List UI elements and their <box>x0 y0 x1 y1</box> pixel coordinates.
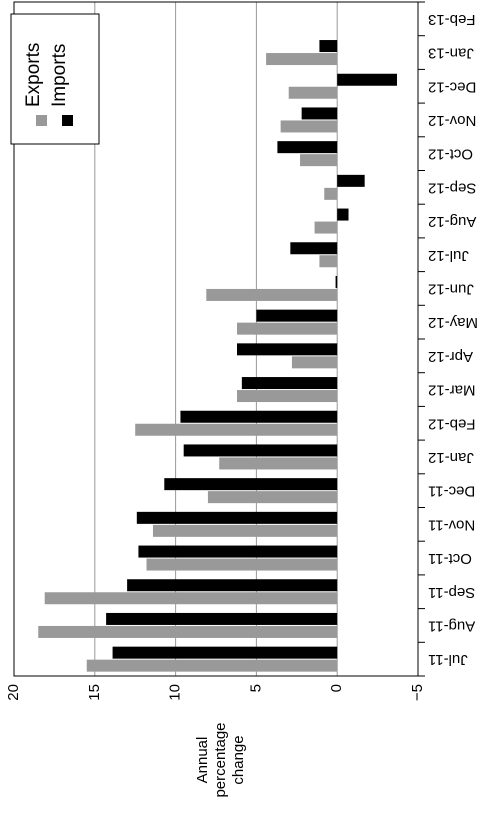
category-label: Jan-13 <box>428 45 474 62</box>
axis-title-line-2: percentage <box>212 722 229 797</box>
legend-label-exports: Exports <box>23 43 44 107</box>
category-label: Nov-12 <box>428 112 476 129</box>
bar-exports <box>152 524 338 537</box>
value-tick-labels: 20 15 10 5 0 −5 <box>5 684 426 701</box>
bar-exports <box>266 53 338 66</box>
bar-exports <box>206 288 338 301</box>
value-tick-label: −5 <box>409 684 426 701</box>
category-label: Jan-12 <box>428 449 474 466</box>
bar-exports <box>219 457 338 470</box>
category-label: Jul-11 <box>428 651 468 668</box>
bar-imports <box>136 511 338 524</box>
bar-imports <box>138 545 338 558</box>
legend-swatch-imports <box>62 115 73 126</box>
category-label: Aug-12 <box>428 213 476 230</box>
bar-exports <box>135 423 338 436</box>
bar-imports <box>164 478 338 491</box>
bar-imports <box>241 377 338 390</box>
category-label: Sep-12 <box>428 179 476 196</box>
bar-exports <box>288 86 338 99</box>
category-label: Dec-12 <box>428 78 476 95</box>
bar-imports <box>277 141 338 154</box>
value-tick-label: 15 <box>86 684 103 701</box>
bar-imports <box>319 40 338 53</box>
bar-exports <box>237 390 338 403</box>
category-label: Nov-11 <box>428 516 475 533</box>
value-tick-label: 5 <box>247 684 264 692</box>
bar-imports <box>301 107 338 120</box>
axis-title-line-1: Annual <box>194 737 211 784</box>
bar-imports <box>180 410 338 423</box>
axis-title: Annual percentage change <box>194 722 247 797</box>
bar-imports <box>335 275 338 288</box>
category-label: Oct-11 <box>428 550 472 567</box>
bar-exports <box>300 154 338 167</box>
bar-imports <box>106 612 338 625</box>
bar-imports <box>127 579 338 592</box>
bar-imports <box>337 208 349 221</box>
bar-exports <box>146 558 338 571</box>
bar-imports <box>112 646 338 659</box>
bar-exports <box>314 221 338 234</box>
category-ticks <box>418 1 425 677</box>
legend-box <box>10 13 100 145</box>
category-label: Feb-12 <box>428 415 476 432</box>
bar-imports <box>290 242 338 255</box>
bar-exports <box>38 625 338 638</box>
category-label: Aug-11 <box>428 617 475 634</box>
bars <box>38 40 397 672</box>
category-label: Oct-12 <box>428 146 473 163</box>
bar-exports <box>280 120 338 133</box>
legend-label-imports: Imports <box>49 44 70 107</box>
bar-imports <box>237 343 338 356</box>
category-label: May-12 <box>428 314 478 331</box>
bar-exports <box>207 491 338 504</box>
bar-imports <box>337 73 397 86</box>
category-label: Dec-11 <box>428 483 475 500</box>
category-label: Jul-12 <box>428 247 469 264</box>
category-label: Apr-12 <box>428 348 473 365</box>
legend: Exports Imports <box>10 13 100 145</box>
axis-title-line-3: change <box>230 735 247 784</box>
bar-exports <box>319 255 338 268</box>
category-label: Sep-11 <box>428 584 475 601</box>
bar-exports <box>291 356 338 369</box>
value-tick-label: 10 <box>167 684 184 701</box>
category-label: Mar-12 <box>428 382 476 399</box>
bar-exports <box>86 659 338 672</box>
category-label: Feb-13 <box>428 11 476 28</box>
category-label: Jun-12 <box>428 280 474 297</box>
bar-imports <box>337 174 365 187</box>
category-labels: Jul-11 Aug-11 Sep-11 Oct-11 Nov-11 Dec-11 Jan-… <box>428 11 478 668</box>
bar-imports <box>183 444 338 457</box>
bar-exports <box>324 187 338 200</box>
bar-imports <box>256 309 338 322</box>
value-tick-label: 20 <box>5 684 22 701</box>
legend-swatch-exports <box>36 115 47 126</box>
value-tick-label: 0 <box>328 684 345 692</box>
bar-exports <box>237 322 338 335</box>
bar-exports <box>44 592 338 605</box>
